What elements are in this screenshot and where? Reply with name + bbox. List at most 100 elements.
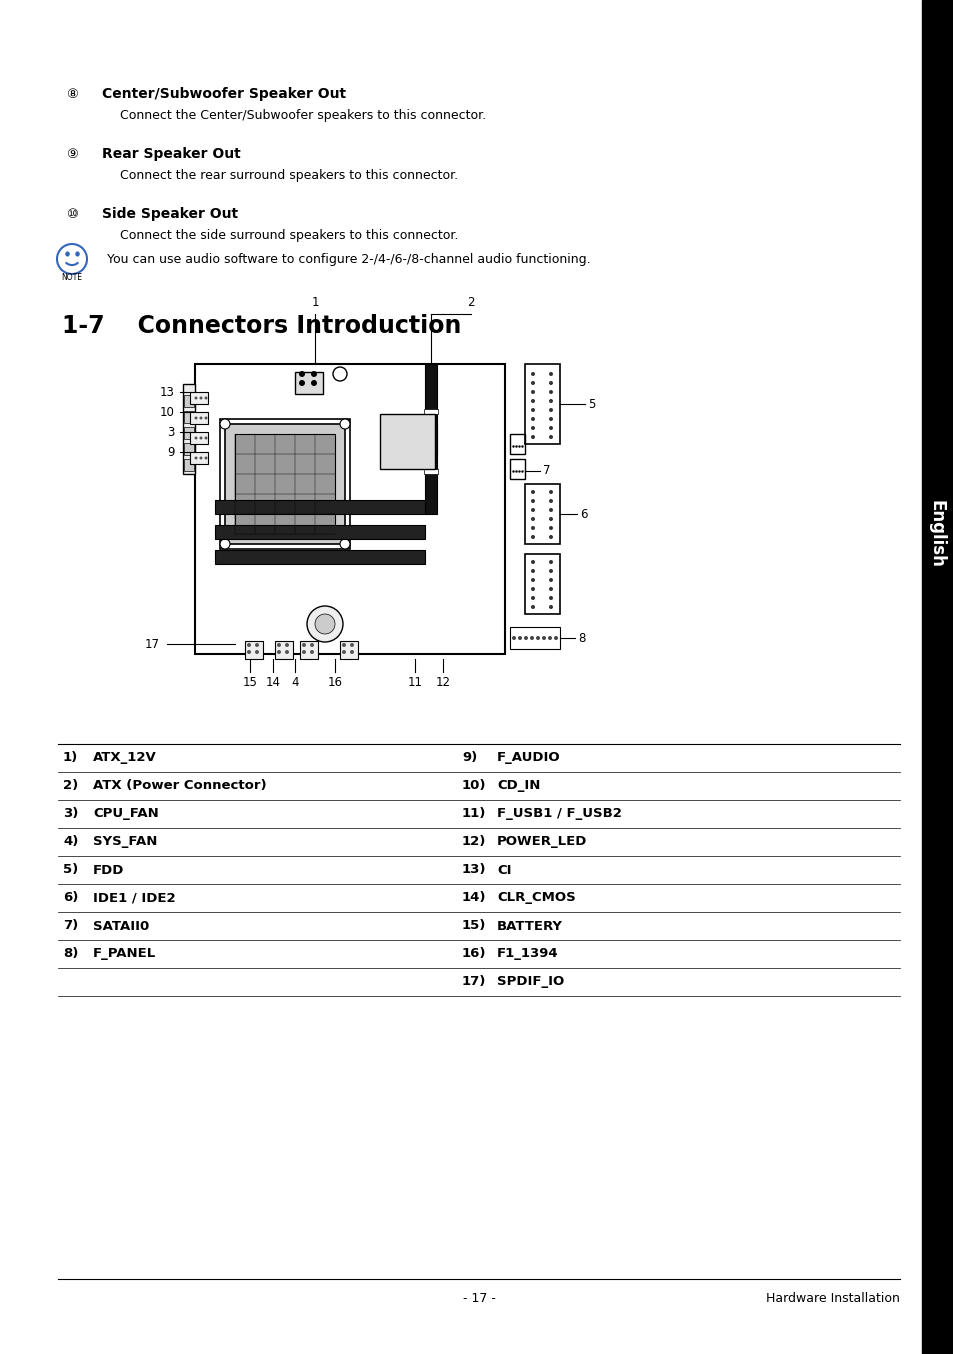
Text: 1-7    Connectors Introduction: 1-7 Connectors Introduction — [62, 314, 461, 338]
Text: 15: 15 — [242, 676, 257, 689]
Text: 5): 5) — [63, 864, 78, 876]
Circle shape — [531, 596, 535, 600]
Circle shape — [333, 367, 347, 380]
Circle shape — [204, 436, 208, 440]
Text: 1: 1 — [311, 297, 318, 309]
Circle shape — [523, 636, 527, 640]
Text: CPU_FAN: CPU_FAN — [92, 807, 158, 821]
Text: 13: 13 — [160, 386, 174, 398]
Circle shape — [531, 588, 535, 590]
Circle shape — [531, 535, 535, 539]
Bar — [424, 424, 436, 515]
Circle shape — [199, 456, 202, 459]
Text: CD_IN: CD_IN — [497, 780, 539, 792]
Circle shape — [310, 643, 314, 647]
Text: ⑧: ⑧ — [66, 88, 78, 100]
Text: F_USB1 / F_USB2: F_USB1 / F_USB2 — [497, 807, 621, 821]
Bar — [245, 640, 263, 659]
Text: ⑨: ⑨ — [66, 148, 78, 161]
Circle shape — [548, 372, 553, 376]
Circle shape — [220, 418, 230, 429]
Circle shape — [194, 436, 197, 440]
Circle shape — [311, 371, 316, 376]
Circle shape — [548, 399, 553, 403]
Circle shape — [531, 578, 535, 582]
Text: 11: 11 — [407, 676, 422, 689]
Circle shape — [517, 636, 521, 640]
Text: 10): 10) — [461, 780, 486, 792]
Text: NOTE: NOTE — [61, 272, 82, 282]
Text: 1): 1) — [63, 751, 78, 765]
Circle shape — [548, 508, 553, 512]
Circle shape — [247, 643, 251, 647]
Text: 8): 8) — [63, 948, 78, 960]
Text: ATX_12V: ATX_12V — [92, 751, 156, 765]
Bar — [190, 452, 208, 464]
Circle shape — [339, 539, 350, 548]
Circle shape — [194, 417, 197, 420]
Text: ⑩: ⑩ — [66, 207, 78, 221]
Bar — [379, 414, 435, 468]
Circle shape — [314, 613, 335, 634]
Circle shape — [204, 397, 208, 399]
Bar — [214, 500, 424, 515]
Circle shape — [548, 535, 553, 539]
Bar — [510, 459, 524, 479]
Circle shape — [254, 650, 258, 654]
Circle shape — [541, 636, 545, 640]
Text: 3: 3 — [168, 425, 174, 439]
Circle shape — [548, 605, 553, 609]
Text: SYS_FAN: SYS_FAN — [92, 835, 157, 849]
Text: 12: 12 — [435, 676, 450, 689]
Circle shape — [531, 500, 535, 502]
Text: CLR_CMOS: CLR_CMOS — [497, 891, 576, 904]
Text: Connect the Center/Subwoofer speakers to this connector.: Connect the Center/Subwoofer speakers to… — [120, 110, 486, 122]
Bar — [184, 443, 193, 455]
Circle shape — [341, 643, 346, 647]
Circle shape — [548, 427, 553, 431]
Bar — [220, 418, 350, 548]
Circle shape — [531, 435, 535, 439]
Circle shape — [548, 390, 553, 394]
Circle shape — [254, 643, 258, 647]
Bar — [194, 364, 504, 654]
Circle shape — [302, 650, 306, 654]
Text: 11): 11) — [461, 807, 486, 821]
Circle shape — [199, 436, 202, 440]
Circle shape — [548, 380, 553, 385]
Text: 2): 2) — [63, 780, 78, 792]
Bar — [510, 435, 524, 454]
Circle shape — [339, 418, 350, 429]
Circle shape — [531, 561, 535, 565]
Circle shape — [548, 435, 553, 439]
Text: Center/Subwoofer Speaker Out: Center/Subwoofer Speaker Out — [102, 87, 346, 102]
Text: Connect the rear surround speakers to this connector.: Connect the rear surround speakers to th… — [120, 169, 457, 183]
Text: 14): 14) — [461, 891, 486, 904]
Circle shape — [204, 417, 208, 420]
Bar — [190, 412, 208, 424]
Text: 4: 4 — [291, 676, 298, 689]
Circle shape — [548, 517, 553, 521]
Text: 7: 7 — [542, 464, 550, 478]
Circle shape — [276, 650, 281, 654]
Bar — [184, 459, 193, 471]
Circle shape — [194, 397, 197, 399]
Bar — [225, 424, 345, 544]
Bar — [424, 364, 436, 454]
Bar — [524, 364, 559, 444]
Text: 13): 13) — [461, 864, 486, 876]
Circle shape — [531, 517, 535, 521]
Text: 2: 2 — [467, 297, 475, 309]
Text: F_PANEL: F_PANEL — [92, 948, 156, 960]
Circle shape — [548, 569, 553, 573]
Text: 6): 6) — [63, 891, 78, 904]
Text: You can use audio software to configure 2-/4-/6-/8-channel audio functioning.: You can use audio software to configure … — [107, 252, 590, 265]
Circle shape — [531, 399, 535, 403]
Circle shape — [285, 643, 289, 647]
Circle shape — [531, 427, 535, 431]
Text: FDD: FDD — [92, 864, 124, 876]
Bar — [190, 432, 208, 444]
Text: 12): 12) — [461, 835, 486, 849]
Circle shape — [531, 372, 535, 376]
Bar — [510, 627, 559, 649]
